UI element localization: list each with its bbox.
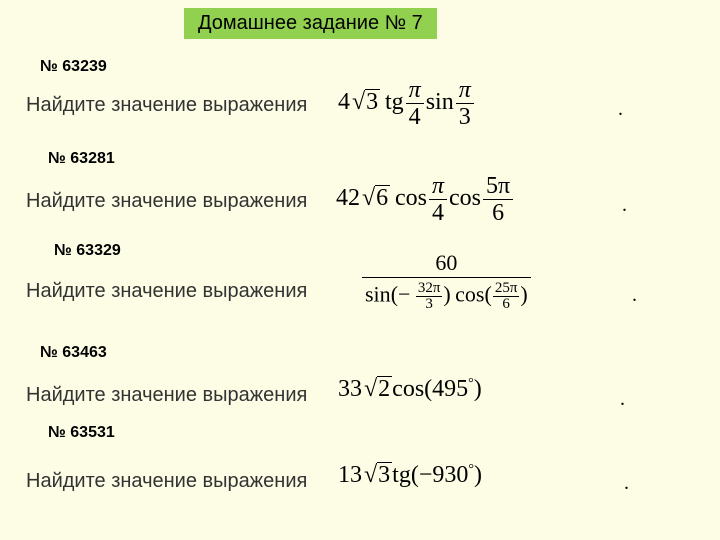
sqrt: 3: [350, 89, 380, 116]
coef: 33: [338, 376, 362, 402]
fraction: π4: [406, 78, 424, 129]
fraction: 5π6: [483, 174, 513, 225]
problem-prompt: Найдите значение выражения: [26, 190, 307, 213]
problem-number: № 63463: [40, 344, 107, 362]
period: .: [622, 194, 627, 217]
period: .: [632, 284, 637, 307]
coef: 4: [338, 89, 350, 115]
fn-cos: cos: [455, 282, 484, 307]
sqrt: 2: [362, 376, 392, 403]
problem-prompt: Найдите значение выражения: [26, 94, 307, 117]
problem-expression: 133tg(−930°): [338, 462, 482, 489]
fn-cos: cos: [449, 185, 481, 211]
coef: 13: [338, 462, 362, 488]
fn-sin: sin: [426, 89, 454, 115]
problem-number: № 63239: [40, 58, 107, 76]
period: .: [620, 388, 625, 411]
problem-number: № 63281: [48, 150, 115, 168]
problem-number: № 63531: [48, 424, 115, 442]
coef: 42: [336, 185, 360, 211]
problem-number: № 63329: [54, 242, 121, 260]
fn-tg: tg: [385, 89, 404, 115]
problem-expression: 426 cosπ4cos5π6: [336, 174, 515, 225]
fn-sin: sin: [365, 282, 391, 307]
sqrt: 3: [362, 462, 392, 489]
problem-prompt: Найдите значение выражения: [26, 280, 307, 303]
problem-expression: 43 tgπ4sinπ3: [338, 78, 476, 129]
problem-prompt: Найдите значение выражения: [26, 470, 307, 493]
fn-cos: cos: [395, 185, 427, 211]
small-fraction: 32π3: [416, 281, 443, 312]
big-fraction: 60 sin(− 32π3) cos(25π6): [362, 252, 531, 312]
problem-prompt: Найдите значение выражения: [26, 384, 307, 407]
period: .: [618, 98, 623, 121]
fn-cos: cos: [392, 376, 424, 402]
small-fraction: 25π6: [493, 281, 520, 312]
problem-expression: 332cos(495°): [338, 376, 482, 403]
fraction: π3: [456, 78, 474, 129]
fn-tg: tg: [392, 462, 411, 488]
problem-expression: 60 sin(− 32π3) cos(25π6): [360, 252, 533, 312]
fraction: π4: [429, 174, 447, 225]
page-title: Домашнее задание № 7: [184, 8, 437, 39]
sqrt: 6: [360, 185, 390, 212]
period: .: [624, 472, 629, 495]
